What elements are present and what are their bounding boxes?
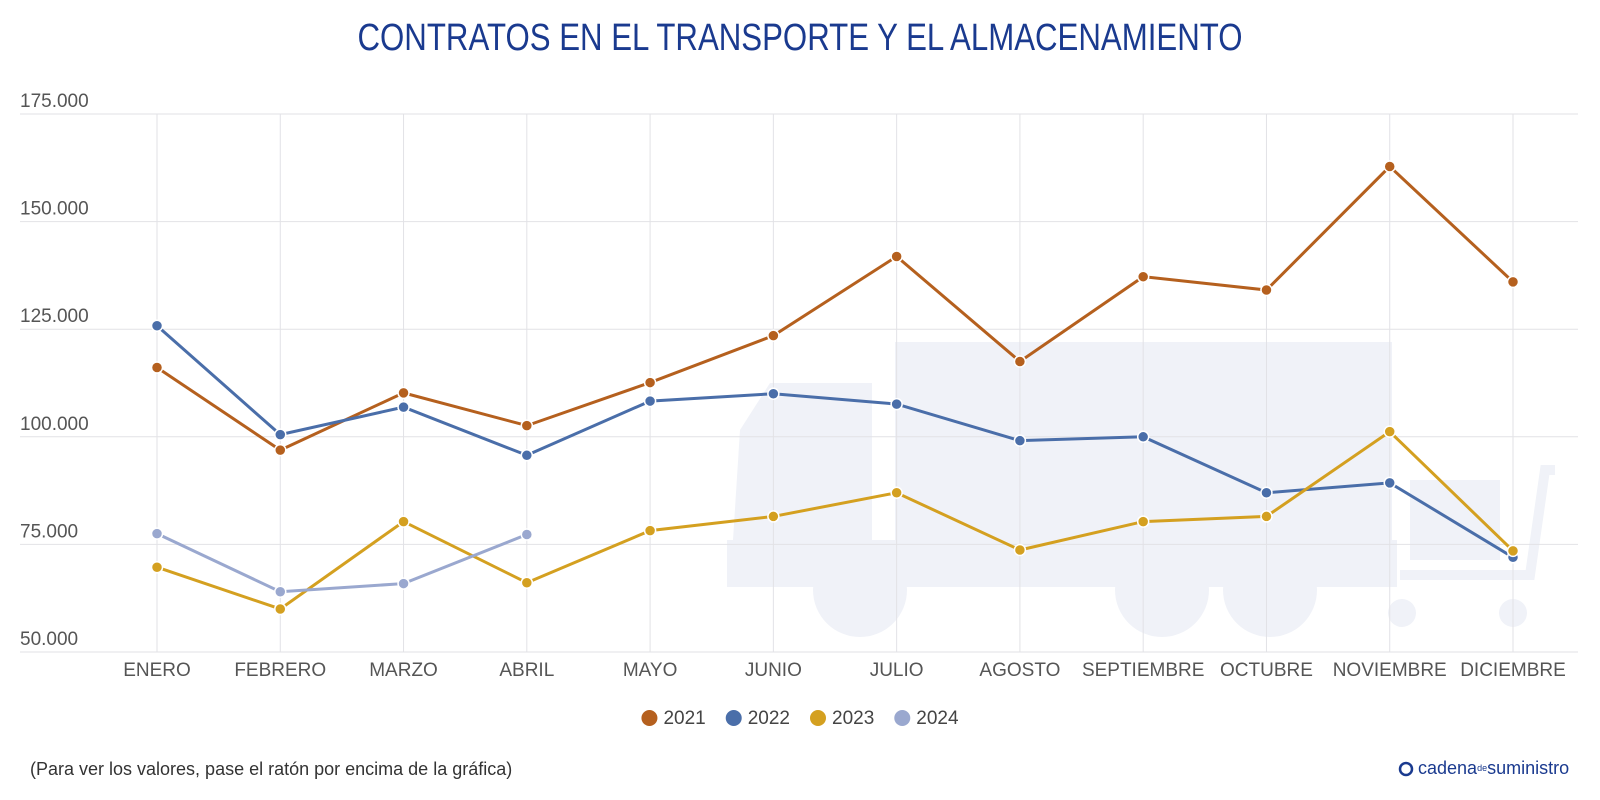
- point: [1506, 275, 1520, 289]
- y-tick-label: 100.000: [20, 414, 89, 435]
- legend-label: 2023: [832, 708, 874, 729]
- point: [150, 527, 164, 540]
- point: [767, 387, 780, 401]
- point: [1013, 355, 1027, 368]
- point: [274, 443, 287, 457]
- x-tick-label: ABRIL: [499, 660, 554, 681]
- line: [156, 164, 1515, 452]
- point: [274, 428, 287, 441]
- legend-swatch: [641, 710, 658, 726]
- line: [156, 532, 528, 594]
- legend-swatch: [810, 710, 826, 726]
- point: [767, 510, 780, 523]
- point: [1383, 160, 1396, 173]
- series: [150, 319, 1520, 564]
- x-tick-label: DICIEMBRE: [1460, 660, 1566, 681]
- series: [150, 425, 1520, 616]
- point: [1260, 510, 1273, 523]
- x-tick-label: FEBRERO: [234, 660, 326, 681]
- point: [1136, 430, 1150, 444]
- chart-title: CONTRATOS EN EL TRANSPORTE Y EL ALMACENA…: [358, 17, 1243, 59]
- x-tick-label: JULIO: [870, 660, 924, 681]
- legend-item: 2024: [894, 708, 959, 729]
- point: [520, 528, 534, 541]
- point: [643, 394, 657, 408]
- x-tick-label: OCTUBRE: [1220, 660, 1313, 681]
- y-tick-label: 50.000: [20, 629, 78, 650]
- brand: cadenadesuministro: [1398, 758, 1569, 778]
- brand-text: cadenadesuministro: [1418, 758, 1569, 778]
- y-tick-label: 150.000: [20, 199, 89, 220]
- point: [274, 585, 287, 598]
- point: [643, 376, 657, 389]
- x-tick-label: MARZO: [369, 660, 438, 681]
- x-tick-label: MAYO: [623, 660, 678, 681]
- legend-label: 2021: [663, 708, 705, 729]
- x-tick-label: ENERO: [123, 660, 191, 681]
- point: [397, 577, 410, 590]
- point: [520, 576, 534, 589]
- point: [890, 397, 903, 411]
- x-tick-label: JUNIO: [745, 660, 802, 681]
- point: [1383, 425, 1396, 438]
- point: [150, 361, 164, 374]
- x-tick-label: AGOSTO: [979, 660, 1060, 681]
- legend-label: 2022: [748, 708, 790, 729]
- point: [150, 319, 164, 333]
- brand-icon: [1398, 761, 1414, 777]
- point: [1013, 434, 1027, 447]
- point: [397, 515, 410, 528]
- legend-swatch: [725, 710, 742, 726]
- truck-watermark: [727, 342, 1555, 637]
- series: [150, 160, 1520, 457]
- point: [520, 419, 534, 432]
- brand-small: de: [1477, 763, 1487, 773]
- point: [1136, 515, 1150, 528]
- point: [1506, 544, 1520, 558]
- point: [397, 400, 410, 414]
- x-tick-label: NOVIEMBRE: [1333, 660, 1447, 681]
- point: [520, 449, 534, 462]
- brand-end: suministro: [1487, 758, 1569, 778]
- line: [156, 429, 1515, 611]
- legend-item: 2023: [810, 708, 874, 729]
- y-tick-label: 125.000: [20, 306, 89, 327]
- point: [1260, 283, 1273, 297]
- legend-item: 2022: [725, 708, 790, 729]
- legend-item: 2021: [641, 708, 706, 729]
- series: [150, 527, 534, 598]
- point: [767, 329, 780, 342]
- legend: 2021 2022 2023 2024: [641, 708, 959, 729]
- point: [274, 602, 287, 616]
- point: [397, 386, 410, 400]
- legend-label: 2024: [916, 708, 959, 729]
- x-tick-label: SEPTIEMBRE: [1082, 660, 1204, 681]
- point: [890, 250, 903, 263]
- brand-main: cadena: [1418, 758, 1478, 778]
- point: [890, 486, 903, 500]
- legend-swatch: [894, 710, 911, 726]
- point: [150, 560, 164, 574]
- point: [1383, 476, 1396, 490]
- y-tick-label: 175.000: [20, 91, 89, 112]
- point: [1013, 543, 1027, 557]
- line: [156, 324, 1514, 559]
- point: [1136, 270, 1150, 283]
- point: [1260, 486, 1273, 500]
- note: (Para ver los valores, pase el ratón por…: [30, 759, 512, 779]
- y-tick-label: 75.000: [20, 521, 78, 542]
- point: [643, 524, 657, 537]
